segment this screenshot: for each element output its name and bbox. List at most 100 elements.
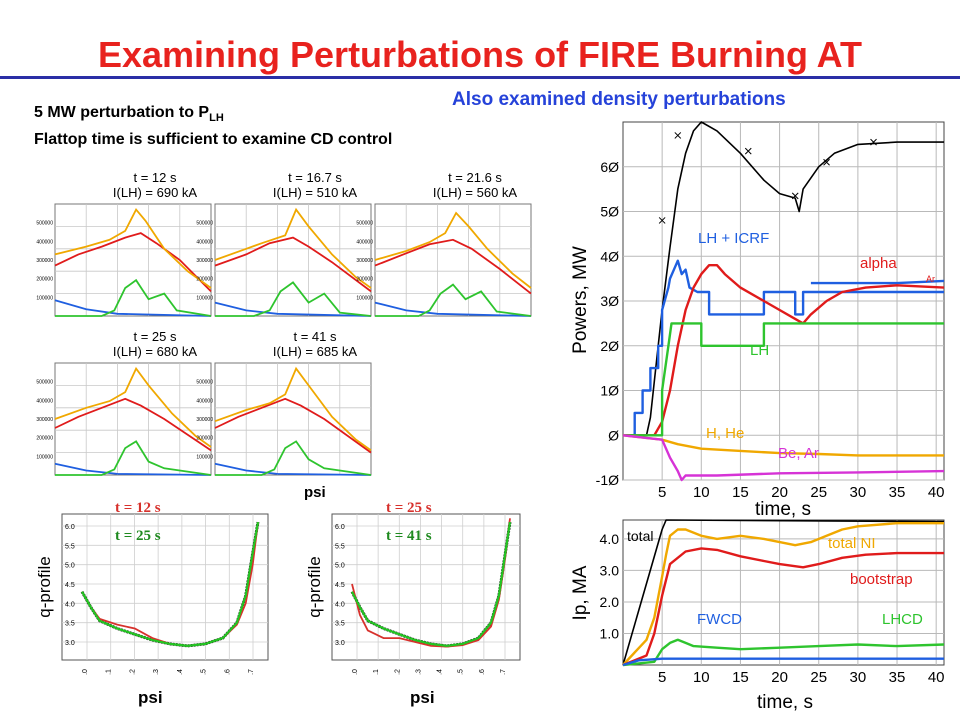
x-axis-label: time, s [757,692,813,713]
series-label-lhicrf: LH + ICRF [698,230,769,247]
profile-5-time: t = 41 s [293,329,337,344]
profile-4-current: I(LH) = 680 kA [112,344,198,359]
q-left-legend-1: t = 12 s [115,500,161,516]
x-tick-label: 10 [693,484,710,501]
q-right-legend-1: t = 25 s [386,500,432,516]
y-tick-label: 5Ø [600,204,619,220]
profile-1-time: t = 12 s [133,170,177,185]
x-tick-label: 5 [658,669,666,686]
x-tick-label: 25 [810,669,827,686]
q-x-tick: .5 [201,669,208,675]
y-tick-label: 1Ø [600,383,619,399]
q-left-xlabel: psi [138,688,163,707]
profile-y-tick: 200000 [196,436,213,442]
y-tick-label: 4.0 [600,531,620,547]
x-tick-label: 40 [928,484,945,501]
profile-y-tick: 500000 [196,221,213,227]
q-line-green [351,521,512,648]
series-label-alpha: alpha [860,255,897,272]
q-y-tick: 5.5 [65,543,75,550]
y-tick-label: 2Ø [600,338,619,354]
subtitle: Also examined density perturbations [452,89,786,110]
profile-panel-5: 500000 400000 300000 200000 100000 [196,362,372,476]
q-x-tick: .6 [224,669,231,675]
q-y-tick: 3.5 [65,621,75,628]
q-x-tick: .3 [415,669,422,675]
profile-line-green [55,278,212,317]
q-x-tick: .1 [373,669,380,675]
q-x-tick: .1 [106,669,113,675]
y-tick-label: 2.0 [600,594,620,610]
x-tick-label: 15 [732,669,749,686]
q-y-tick: 5.0 [65,563,75,570]
series-label-lhcd: LHCD [882,611,923,628]
q-x-tick: .6 [479,669,486,675]
total-power-marker [791,192,799,200]
profile-y-tick: 400000 [356,239,373,245]
profile-y-tick: 100000 [356,295,373,301]
q-y-tick: 6.0 [335,524,345,531]
q-y-tick: 6.0 [65,524,75,531]
profile-y-tick: 400000 [196,239,213,245]
series-line-lh [623,322,944,437]
series-line-fwcd [622,657,944,667]
profile-y-tick: 500000 [356,221,373,227]
q-frame [61,513,269,661]
profile-panel-2: 500000 400000 300000 200000 100000 [196,203,372,317]
profile-line-red [374,238,532,295]
title-underline [0,76,960,79]
series-label-bear: Be, Ar [778,445,819,462]
q-x-tick: .4 [437,669,444,675]
total-power-marker [823,158,830,166]
x-axis-label: time, s [755,499,811,520]
q-ylabel: q-profile [35,556,54,617]
profile-3-time: t = 21.6 s [448,170,502,185]
profile-y-tick: 300000 [36,258,53,264]
profile-line-orange [54,366,212,448]
profile-line-orange [214,366,372,452]
profile-y-tick: 200000 [356,277,373,283]
q-y-tick: 3.0 [335,640,345,647]
series-label-totalni: total NI [828,535,876,552]
q-y-tick: 3.5 [335,621,345,628]
profile-frame [214,203,372,317]
profile-y-tick: 400000 [196,398,213,404]
q-x-tick: .3 [153,669,160,675]
profile-y-tick: 100000 [36,295,53,301]
y-axis-label: Ip, MA [570,565,591,620]
profile-line-green [55,440,212,476]
profile-line-orange [54,207,212,289]
profile-y-tick: 500000 [36,380,53,386]
y-tick-label: 3Ø [600,293,619,309]
series-line-hhe [622,434,944,457]
x-tick-label: 35 [889,484,906,501]
y-tick-label: 3.0 [600,562,620,578]
profile-y-tick: 400000 [36,239,53,245]
note-line-2: Flattop time is sufficient to examine CD… [34,131,393,148]
profile-frame [54,362,212,476]
profile-line-blue [214,462,372,476]
series-label-lh: LH [750,342,769,359]
profile-line-green [215,440,372,476]
x-tick-label: 40 [928,669,945,686]
series-label-ar: Ar [926,274,935,284]
profile-line-orange [374,211,532,289]
profile-y-tick: 200000 [196,277,213,283]
profile-frame [54,203,212,317]
profile-y-tick: 300000 [36,417,53,423]
profile-y-tick: 300000 [196,417,213,423]
q-x-tick: .0 [352,669,359,675]
x-tick-label: 5 [658,484,666,501]
profile-y-tick: 300000 [356,258,373,264]
series-line-total [622,519,945,666]
y-axis-label: Powers, MW [570,246,591,354]
y-tick-label: Ø [608,427,619,443]
profile-line-green [215,281,372,317]
profile-panel-3: 500000 400000 300000 200000 100000 [356,203,532,317]
q-x-tick: .7 [248,669,255,675]
total-power-marker [658,217,666,224]
q-y-tick: 3.0 [65,640,75,647]
q-line-green [81,521,260,648]
q-right-legend-2: t = 41 s [386,528,432,544]
